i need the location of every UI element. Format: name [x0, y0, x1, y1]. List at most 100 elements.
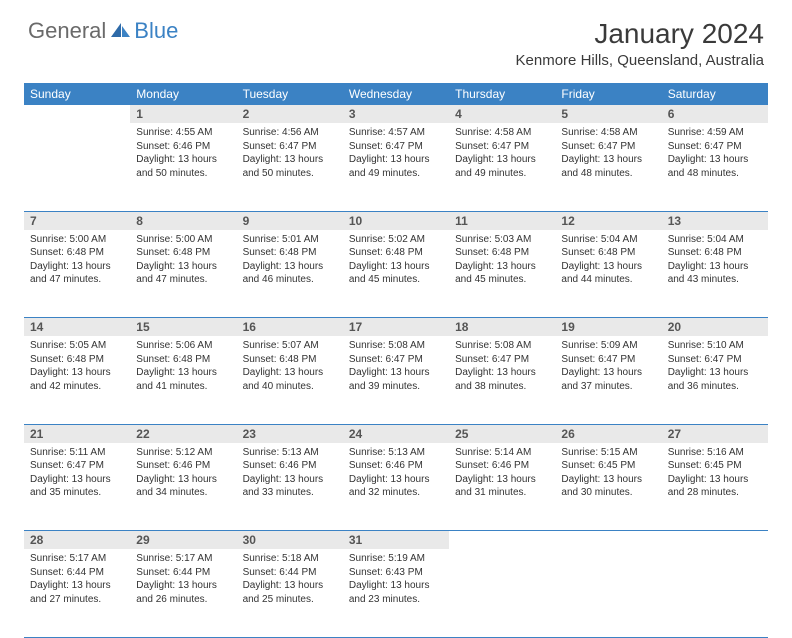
location: Kenmore Hills, Queensland, Australia [516, 52, 764, 69]
day-cell: Sunrise: 5:03 AMSunset: 6:48 PMDaylight:… [449, 230, 555, 318]
sunset-line: Sunset: 6:48 PM [455, 246, 549, 260]
day-cell-body: Sunrise: 5:06 AMSunset: 6:48 PMDaylight:… [130, 336, 236, 397]
day-number-cell: 17 [343, 318, 449, 337]
sunset-line: Sunset: 6:43 PM [349, 566, 443, 580]
brand-logo: General Blue [28, 18, 178, 44]
day-cell [662, 549, 768, 637]
day-number-cell: 13 [662, 211, 768, 230]
day-cell-body: Sunrise: 5:18 AMSunset: 6:44 PMDaylight:… [237, 549, 343, 610]
sunset-line: Sunset: 6:48 PM [136, 353, 230, 367]
day-cell-body: Sunrise: 5:00 AMSunset: 6:48 PMDaylight:… [24, 230, 130, 291]
sunset-line: Sunset: 6:48 PM [136, 246, 230, 260]
day-number-cell: 7 [24, 211, 130, 230]
day-cell: Sunrise: 5:16 AMSunset: 6:45 PMDaylight:… [662, 443, 768, 531]
day-number-cell: 19 [555, 318, 661, 337]
sunset-line: Sunset: 6:47 PM [349, 140, 443, 154]
day-number-cell: 5 [555, 105, 661, 123]
sunrise-line: Sunrise: 5:04 AM [561, 233, 655, 247]
sunrise-line: Sunrise: 4:55 AM [136, 126, 230, 140]
day-cell-body: Sunrise: 4:58 AMSunset: 6:47 PMDaylight:… [555, 123, 661, 184]
day-cell-body: Sunrise: 5:10 AMSunset: 6:47 PMDaylight:… [662, 336, 768, 397]
day-number-cell: 4 [449, 105, 555, 123]
day-cell-body: Sunrise: 5:08 AMSunset: 6:47 PMDaylight:… [343, 336, 449, 397]
day-cell-body: Sunrise: 5:01 AMSunset: 6:48 PMDaylight:… [237, 230, 343, 291]
day-number-cell: 23 [237, 424, 343, 443]
day-cell-body: Sunrise: 5:19 AMSunset: 6:43 PMDaylight:… [343, 549, 449, 610]
day-content-row: Sunrise: 5:17 AMSunset: 6:44 PMDaylight:… [24, 549, 768, 637]
daylight-line: Daylight: 13 hours and 35 minutes. [30, 473, 124, 500]
sunrise-line: Sunrise: 5:13 AM [349, 446, 443, 460]
day-cell-body: Sunrise: 5:04 AMSunset: 6:48 PMDaylight:… [662, 230, 768, 291]
day-cell: Sunrise: 4:58 AMSunset: 6:47 PMDaylight:… [555, 123, 661, 211]
daylight-line: Daylight: 13 hours and 49 minutes. [349, 153, 443, 180]
day-number-cell [24, 105, 130, 123]
sunset-line: Sunset: 6:47 PM [243, 140, 337, 154]
day-number-cell: 31 [343, 531, 449, 550]
day-number-cell: 1 [130, 105, 236, 123]
sunrise-line: Sunrise: 5:07 AM [243, 339, 337, 353]
day-cell: Sunrise: 5:01 AMSunset: 6:48 PMDaylight:… [237, 230, 343, 318]
day-number-cell: 9 [237, 211, 343, 230]
daylight-line: Daylight: 13 hours and 41 minutes. [136, 366, 230, 393]
sunrise-line: Sunrise: 4:56 AM [243, 126, 337, 140]
sunset-line: Sunset: 6:47 PM [30, 459, 124, 473]
daylight-line: Daylight: 13 hours and 33 minutes. [243, 473, 337, 500]
sail-icon [110, 21, 132, 39]
weekday-header-row: Sunday Monday Tuesday Wednesday Thursday… [24, 83, 768, 105]
day-cell [449, 549, 555, 637]
day-number-row: 123456 [24, 105, 768, 123]
daylight-line: Daylight: 13 hours and 32 minutes. [349, 473, 443, 500]
sunrise-line: Sunrise: 5:18 AM [243, 552, 337, 566]
day-number-cell: 3 [343, 105, 449, 123]
daylight-line: Daylight: 13 hours and 50 minutes. [136, 153, 230, 180]
day-number-cell: 27 [662, 424, 768, 443]
daylight-line: Daylight: 13 hours and 25 minutes. [243, 579, 337, 606]
day-number-cell: 14 [24, 318, 130, 337]
day-number-cell [449, 531, 555, 550]
sunrise-line: Sunrise: 5:14 AM [455, 446, 549, 460]
sunset-line: Sunset: 6:44 PM [243, 566, 337, 580]
day-cell: Sunrise: 5:04 AMSunset: 6:48 PMDaylight:… [555, 230, 661, 318]
day-number-cell: 16 [237, 318, 343, 337]
day-cell: Sunrise: 5:15 AMSunset: 6:45 PMDaylight:… [555, 443, 661, 531]
day-cell: Sunrise: 5:02 AMSunset: 6:48 PMDaylight:… [343, 230, 449, 318]
sunrise-line: Sunrise: 4:58 AM [455, 126, 549, 140]
day-cell: Sunrise: 5:11 AMSunset: 6:47 PMDaylight:… [24, 443, 130, 531]
day-cell-body: Sunrise: 5:04 AMSunset: 6:48 PMDaylight:… [555, 230, 661, 291]
sunrise-line: Sunrise: 5:13 AM [243, 446, 337, 460]
day-number-cell: 12 [555, 211, 661, 230]
day-number-cell: 2 [237, 105, 343, 123]
day-number-cell: 10 [343, 211, 449, 230]
sunrise-line: Sunrise: 5:00 AM [30, 233, 124, 247]
day-number-cell: 21 [24, 424, 130, 443]
day-number-cell: 22 [130, 424, 236, 443]
weekday-header: Tuesday [237, 83, 343, 105]
sunrise-line: Sunrise: 4:58 AM [561, 126, 655, 140]
sunset-line: Sunset: 6:47 PM [349, 353, 443, 367]
day-content-row: Sunrise: 5:05 AMSunset: 6:48 PMDaylight:… [24, 336, 768, 424]
sunset-line: Sunset: 6:45 PM [561, 459, 655, 473]
day-cell: Sunrise: 5:04 AMSunset: 6:48 PMDaylight:… [662, 230, 768, 318]
day-cell-body: Sunrise: 5:13 AMSunset: 6:46 PMDaylight:… [237, 443, 343, 504]
day-cell: Sunrise: 5:13 AMSunset: 6:46 PMDaylight:… [237, 443, 343, 531]
sunrise-line: Sunrise: 5:06 AM [136, 339, 230, 353]
day-cell-body: Sunrise: 5:17 AMSunset: 6:44 PMDaylight:… [24, 549, 130, 610]
daylight-line: Daylight: 13 hours and 36 minutes. [668, 366, 762, 393]
day-cell-body: Sunrise: 5:03 AMSunset: 6:48 PMDaylight:… [449, 230, 555, 291]
sunrise-line: Sunrise: 5:09 AM [561, 339, 655, 353]
day-cell: Sunrise: 5:14 AMSunset: 6:46 PMDaylight:… [449, 443, 555, 531]
sunset-line: Sunset: 6:48 PM [349, 246, 443, 260]
sunrise-line: Sunrise: 5:08 AM [349, 339, 443, 353]
day-number-row: 14151617181920 [24, 318, 768, 337]
day-cell-body: Sunrise: 4:58 AMSunset: 6:47 PMDaylight:… [449, 123, 555, 184]
day-cell-body: Sunrise: 4:59 AMSunset: 6:47 PMDaylight:… [662, 123, 768, 184]
daylight-line: Daylight: 13 hours and 34 minutes. [136, 473, 230, 500]
daylight-line: Daylight: 13 hours and 39 minutes. [349, 366, 443, 393]
day-cell: Sunrise: 5:07 AMSunset: 6:48 PMDaylight:… [237, 336, 343, 424]
day-cell: Sunrise: 5:17 AMSunset: 6:44 PMDaylight:… [130, 549, 236, 637]
day-cell: Sunrise: 5:13 AMSunset: 6:46 PMDaylight:… [343, 443, 449, 531]
day-cell: Sunrise: 4:55 AMSunset: 6:46 PMDaylight:… [130, 123, 236, 211]
daylight-line: Daylight: 13 hours and 26 minutes. [136, 579, 230, 606]
day-cell: Sunrise: 5:05 AMSunset: 6:48 PMDaylight:… [24, 336, 130, 424]
brand-part2: Blue [134, 18, 178, 44]
